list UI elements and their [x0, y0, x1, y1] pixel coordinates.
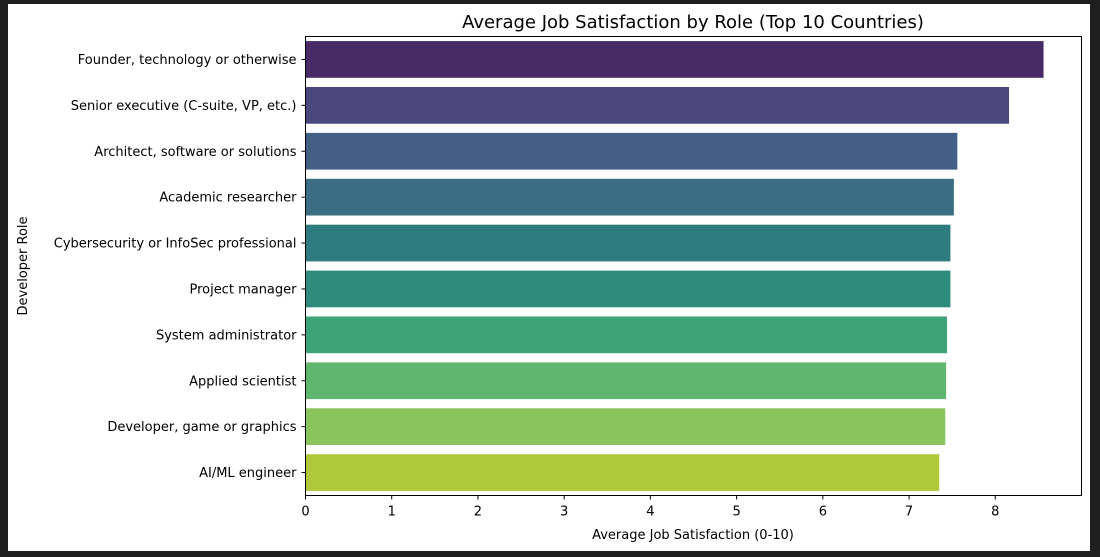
x-axis: 0 1 2 3 4 5 6 7 8 — [301, 495, 999, 520]
chart-title: Average Job Satisfaction by Role (Top 10… — [462, 12, 924, 33]
bar — [305, 132, 958, 170]
y-tick-label: Academic researcher — [159, 191, 297, 206]
bar — [305, 270, 951, 308]
x-tick-label: 2 — [474, 505, 482, 520]
x-tick-label: 3 — [560, 505, 568, 520]
bar — [305, 41, 1044, 78]
y-tick-label: AI/ML engineer — [199, 466, 297, 481]
chart-figure: Average Job Satisfaction by Role (Top 10… — [8, 4, 1090, 551]
bar — [305, 224, 951, 262]
x-tick-label: 8 — [991, 505, 999, 520]
y-tick-label: System administrator — [156, 328, 297, 343]
bars-group — [305, 41, 1044, 491]
bar — [305, 408, 946, 446]
bar — [305, 362, 947, 400]
y-tick-label: Founder, technology or otherwise — [78, 53, 297, 68]
y-tick-label: Applied scientist — [189, 374, 296, 389]
plot-frame — [305, 36, 1082, 496]
x-axis-label: Average Job Satisfaction (0-10) — [592, 528, 794, 543]
y-tick-label: Project manager — [189, 282, 297, 297]
bar — [305, 178, 954, 216]
y-axis-label: Developer Role — [16, 216, 31, 315]
bar — [305, 316, 947, 354]
bar — [305, 454, 940, 491]
y-tick-label: Cybersecurity or InfoSec professional — [54, 237, 297, 252]
x-tick-label: 0 — [301, 505, 309, 520]
y-tick-label: Architect, software or solutions — [94, 145, 296, 160]
y-tick-label: Senior executive (C-suite, VP, etc.) — [71, 99, 297, 114]
bar — [305, 86, 1010, 124]
x-tick-label: 6 — [819, 505, 827, 520]
y-tick-label: Developer, game or graphics — [107, 420, 296, 435]
bar-chart: Average Job Satisfaction by Role (Top 10… — [16, 12, 1082, 543]
x-tick-label: 1 — [388, 505, 396, 520]
x-tick-label: 7 — [905, 505, 913, 520]
x-tick-label: 4 — [646, 505, 654, 520]
y-axis: Founder, technology or otherwise Senior e… — [54, 53, 306, 481]
x-tick-label: 5 — [732, 505, 740, 520]
